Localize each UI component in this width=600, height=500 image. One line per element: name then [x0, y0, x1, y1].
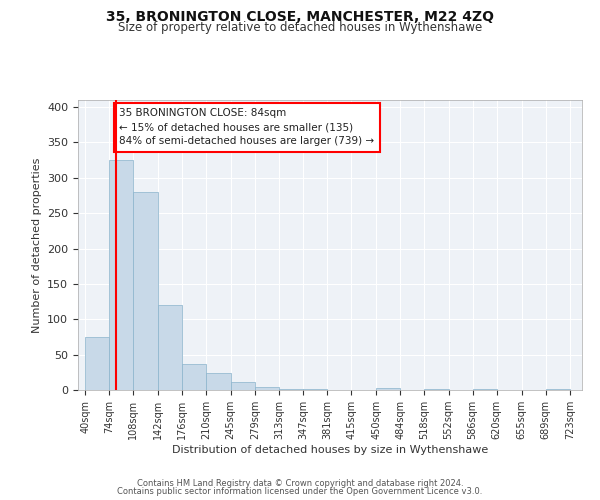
Text: Contains HM Land Registry data © Crown copyright and database right 2024.: Contains HM Land Registry data © Crown c… [137, 478, 463, 488]
Bar [279, 388, 303, 390]
Bar [230, 382, 255, 390]
Text: Contains public sector information licensed under the Open Government Licence v3: Contains public sector information licen… [118, 487, 482, 496]
Bar [206, 373, 230, 390]
Bar [424, 388, 449, 390]
Bar [133, 192, 158, 390]
Bar [255, 387, 279, 390]
Bar [182, 364, 206, 390]
Bar [158, 305, 182, 390]
Y-axis label: Number of detached properties: Number of detached properties [32, 158, 41, 332]
Text: 35, BRONINGTON CLOSE, MANCHESTER, M22 4ZQ: 35, BRONINGTON CLOSE, MANCHESTER, M22 4Z… [106, 10, 494, 24]
Text: Size of property relative to detached houses in Wythenshawe: Size of property relative to detached ho… [118, 21, 482, 34]
Bar [376, 388, 400, 390]
Bar [109, 160, 133, 390]
X-axis label: Distribution of detached houses by size in Wythenshawe: Distribution of detached houses by size … [172, 445, 488, 455]
Text: 35 BRONINGTON CLOSE: 84sqm
← 15% of detached houses are smaller (135)
84% of sem: 35 BRONINGTON CLOSE: 84sqm ← 15% of deta… [119, 108, 374, 146]
Bar [85, 337, 109, 390]
